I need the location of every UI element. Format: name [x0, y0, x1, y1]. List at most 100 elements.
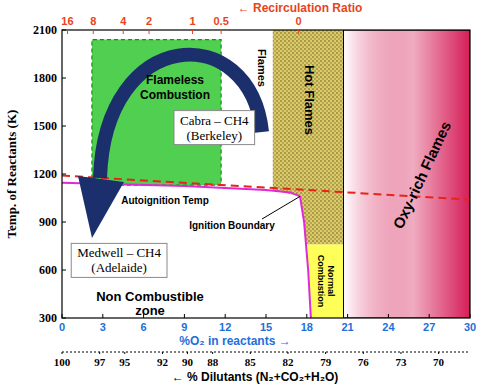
x-axis-label: %O₂ in reactants → — [179, 334, 290, 348]
recirculation-tick — [93, 30, 94, 34]
x-tick — [306, 314, 307, 318]
x2-tick — [124, 352, 125, 354]
x2-tick — [99, 352, 100, 354]
recirculation-label: ← Recirculation Ratio — [238, 1, 363, 15]
x2-tick — [287, 352, 288, 354]
recirculation-tick-label: 2 — [146, 15, 152, 27]
x2-tick-label: 79 — [320, 356, 332, 368]
region-label: Flames — [256, 49, 268, 87]
arrow-body — [100, 55, 262, 178]
region-label: FlamelessCombustion — [140, 73, 210, 102]
region-label-text: Hot Flames — [302, 65, 317, 135]
y-axis-label: Temp. of Reactants (K) — [4, 110, 19, 239]
x2-tick — [187, 352, 188, 354]
arrow-head — [78, 176, 124, 238]
recirculation-tick — [149, 30, 150, 34]
x2-tick-label: 92 — [157, 356, 169, 368]
annotation-box — [174, 111, 255, 145]
x2-tick-label: 88 — [207, 356, 219, 368]
region-label-text: Non Combustible — [96, 289, 204, 304]
region-label-text: Flames — [256, 49, 268, 87]
recirculation-tick — [123, 30, 124, 34]
region-label-text: zone — [135, 303, 165, 318]
y-tick — [62, 318, 66, 319]
annotation-text: (Berkeley) — [187, 128, 243, 143]
x2-tick — [400, 352, 401, 354]
plot-frame — [62, 30, 470, 318]
x2-tick-label: 100 — [54, 356, 71, 368]
y-tick-label: 1200 — [33, 167, 57, 181]
region-label-text: Normal — [326, 265, 336, 296]
x2-tick-label: 97 — [94, 356, 106, 368]
y-tick — [62, 174, 66, 175]
x-tick — [143, 314, 144, 318]
y-tick-label: 900 — [39, 215, 57, 229]
region-label-text: Oxy-rich Flames — [389, 118, 454, 231]
label-pointer — [262, 196, 300, 219]
region — [306, 244, 343, 318]
y-tick-label: 300 — [39, 311, 57, 325]
x-tick-label: 0 — [59, 321, 65, 333]
x2-axis-line — [62, 351, 470, 352]
x2-tick — [325, 352, 326, 354]
y-tick-label: 600 — [39, 263, 57, 277]
plot-area — [62, 30, 470, 318]
x2-tick — [250, 352, 251, 354]
x2-tick-label: 73 — [395, 356, 407, 368]
annotation-text: Cabra – CH4 — [180, 113, 249, 128]
recirculation-tick-label: 0 — [296, 15, 302, 27]
x-tick — [429, 314, 430, 318]
region-label: Hot Flames — [302, 65, 317, 135]
x-tick-label: 24 — [382, 321, 395, 333]
recirculation-tick-label: 16 — [61, 15, 73, 27]
x-tick-label: 15 — [260, 321, 272, 333]
recirculation-tick — [298, 30, 299, 34]
annotation-box — [71, 243, 167, 277]
annotation: Medwell – CH4(Adelaide) — [71, 243, 167, 277]
x2-tick — [62, 352, 63, 354]
annotation: Cabra – CH4(Berkeley) — [174, 111, 255, 145]
series-label: Autoignition Temp — [121, 195, 209, 206]
x-tick-label: 30 — [464, 321, 476, 333]
region-label-text: Flameless — [146, 73, 204, 87]
recirculation-tick-label: 1 — [189, 15, 195, 27]
annotation-text: (Adelaide) — [91, 260, 147, 275]
x-tick-label: 12 — [219, 321, 231, 333]
region — [221, 30, 273, 190]
region-label: Oxy-rich Flames — [389, 118, 454, 231]
x-tick-label: 6 — [141, 321, 147, 333]
x-tick — [225, 314, 226, 318]
x2-tick — [363, 352, 364, 354]
region-label-text: Combustion — [140, 88, 210, 102]
x-tick — [347, 314, 348, 318]
arrow — [78, 55, 262, 238]
x-tick — [102, 314, 103, 318]
region-label-text: Combustion — [316, 255, 326, 308]
y-tick — [62, 78, 66, 79]
x2-tick-label: 82 — [282, 356, 294, 368]
background — [0, 0, 486, 385]
y-tick-label: 1500 — [33, 119, 57, 133]
region-label: NormalCombustion — [316, 255, 336, 308]
y-tick — [62, 126, 66, 127]
region — [344, 30, 470, 318]
recirculation-tick — [221, 30, 222, 34]
x2-tick-label: 76 — [358, 356, 370, 368]
y-tick — [62, 30, 66, 31]
x2-tick — [212, 352, 213, 354]
x-tick-label: 3 — [100, 321, 106, 333]
x-tick — [184, 314, 185, 318]
y-tick — [62, 270, 66, 271]
recirculation-tick — [192, 30, 193, 34]
x-tick — [62, 314, 63, 318]
recirculation-tick — [67, 30, 68, 34]
x-tick-label: 27 — [423, 321, 435, 333]
x2-tick-label: 70 — [433, 356, 445, 368]
y-tick-label: 1800 — [33, 71, 57, 85]
chart: Non CombustiblezoneFlamesFlamelessCombus… — [0, 0, 486, 385]
x-tick-label: 18 — [301, 321, 313, 333]
x-tick-label: 9 — [181, 321, 187, 333]
series-label: Ignition Boundary — [189, 220, 275, 231]
x-tick — [470, 314, 471, 318]
y-tick-label: 2100 — [33, 23, 57, 37]
